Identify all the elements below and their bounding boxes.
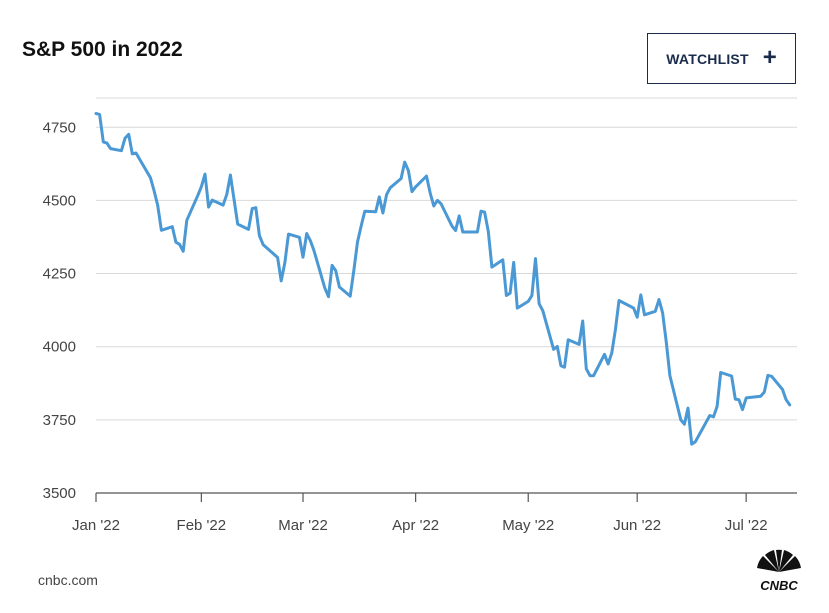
x-tick-label: Mar '22	[278, 517, 328, 534]
x-tick-label: Apr '22	[392, 517, 439, 534]
chart-title: S&P 500 in 2022	[22, 38, 183, 61]
watchlist-button[interactable]: WATCHLIST +	[647, 33, 796, 84]
y-tick-label: 4500	[43, 192, 76, 209]
y-tick-label: 3500	[43, 485, 76, 502]
x-tick-label: Jun '22	[613, 517, 661, 534]
y-tick-label: 3750	[43, 412, 76, 429]
x-tick-label: May '22	[502, 517, 554, 534]
series-line	[94, 112, 792, 446]
x-axis: Jan '22 Feb '22 Mar '22 Apr '22 May '22 Jun '…	[72, 492, 797, 534]
line-chart: 3500 3750 4000 4250 4500 4750 Jan '22 Feb '22 M…	[43, 97, 797, 534]
y-tick-label: 4750	[43, 119, 76, 136]
y-axis: 3500 3750 4000 4250 4500 4750	[43, 119, 76, 502]
x-tick-label: Jul '22	[725, 517, 768, 534]
x-tick-label: Jan '22	[72, 517, 120, 534]
plus-icon: +	[762, 43, 777, 71]
y-tick-label: 4000	[43, 339, 76, 356]
svg-text:CNBC: CNBC	[760, 578, 798, 592]
grid-lines	[96, 97, 797, 421]
x-tick-label: Feb '22	[177, 517, 227, 534]
source-label: cnbc.com	[38, 572, 98, 588]
series-layer	[94, 112, 792, 446]
y-tick-label: 4250	[43, 266, 76, 283]
cnbc-logo: CNBC	[757, 549, 801, 592]
watchlist-button-label: WATCHLIST	[666, 50, 749, 67]
